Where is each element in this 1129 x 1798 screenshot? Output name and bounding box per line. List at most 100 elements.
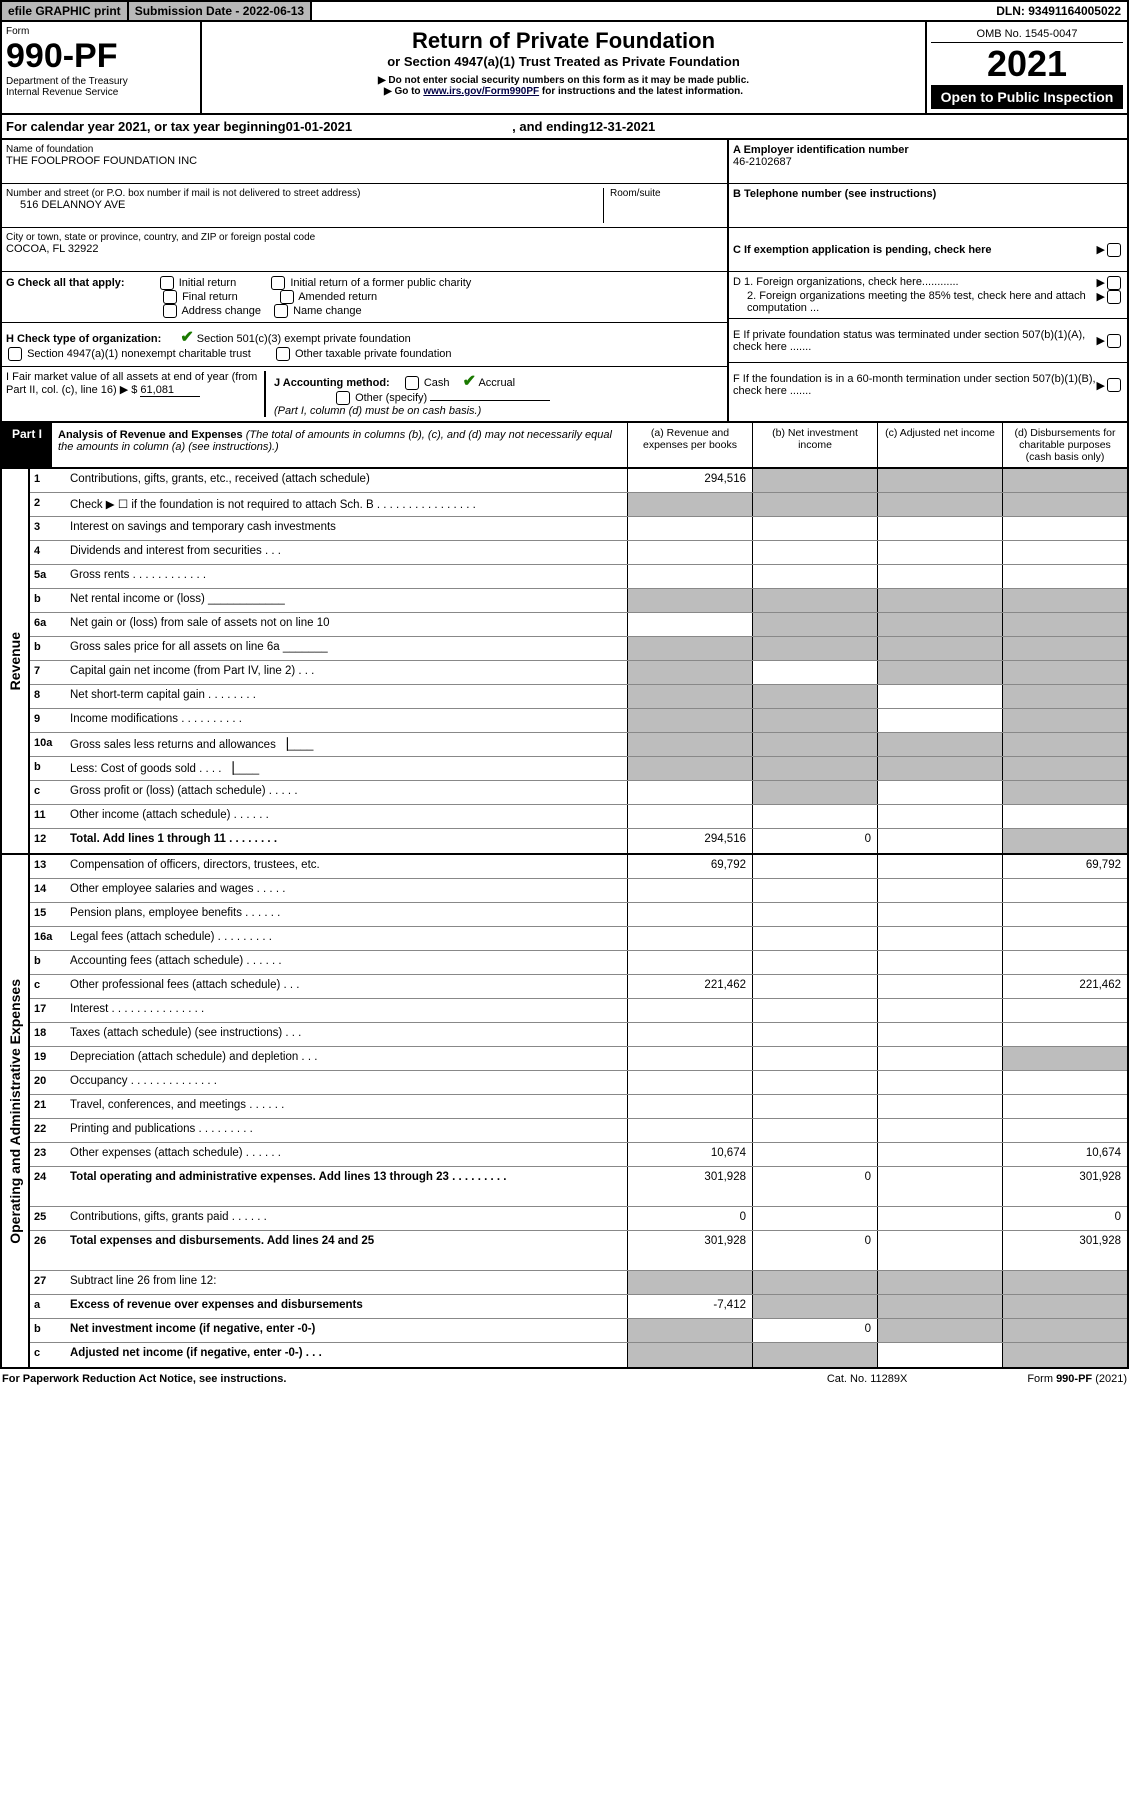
table-row: 6aNet gain or (loss) from sale of assets…	[30, 613, 1127, 637]
line-desc: Gross profit or (loss) (attach schedule)…	[66, 781, 627, 804]
line-desc: Dividends and interest from securities .…	[66, 541, 627, 564]
ein-box: A Employer identification number 46-2102…	[729, 140, 1127, 184]
table-row: 17Interest . . . . . . . . . . . . . . .	[30, 999, 1127, 1023]
line-number: 14	[30, 879, 66, 902]
col-a-cell	[627, 927, 752, 950]
part1-tag: Part I	[2, 423, 52, 467]
line-number: 4	[30, 541, 66, 564]
col-b-cell	[752, 1047, 877, 1070]
col-b-cell: 0	[752, 829, 877, 853]
open-public: Open to Public Inspection	[931, 85, 1123, 109]
col-a-cell: 301,928	[627, 1231, 752, 1270]
checkbox-d1[interactable]	[1107, 276, 1121, 290]
checkbox-other-taxable[interactable]	[276, 347, 290, 361]
col-c-cell	[877, 903, 1002, 926]
line-desc: Other employee salaries and wages . . . …	[66, 879, 627, 902]
col-d-cell	[1002, 1023, 1127, 1046]
line-number: 11	[30, 805, 66, 828]
city-box: City or town, state or province, country…	[2, 228, 727, 272]
col-b-cell	[752, 661, 877, 684]
checkmark-accrual-icon: ✔	[463, 373, 476, 390]
line-number: 15	[30, 903, 66, 926]
checkbox-e[interactable]	[1107, 334, 1121, 348]
col-c-cell	[877, 927, 1002, 950]
line-desc: Accounting fees (attach schedule) . . . …	[66, 951, 627, 974]
line-desc: Less: Cost of goods sold . . . . ▕____	[66, 757, 627, 780]
col-c-cell	[877, 709, 1002, 732]
line-desc: Occupancy . . . . . . . . . . . . . .	[66, 1071, 627, 1094]
col-b-cell	[752, 1343, 877, 1367]
line-desc: Contributions, gifts, grants paid . . . …	[66, 1207, 627, 1230]
col-a-cell: -7,412	[627, 1295, 752, 1318]
col-d-cell	[1002, 927, 1127, 950]
table-row: 21Travel, conferences, and meetings . . …	[30, 1095, 1127, 1119]
checkbox-other-method[interactable]	[336, 391, 350, 405]
col-c-cell	[877, 1119, 1002, 1142]
checkbox-d2[interactable]	[1107, 290, 1121, 304]
line-number: 12	[30, 829, 66, 853]
col-d-cell	[1002, 879, 1127, 902]
checkbox-c[interactable]	[1107, 243, 1121, 257]
col-a-cell	[627, 565, 752, 588]
section-h: H Check type of organization: ✔ Section …	[2, 323, 727, 367]
col-a-cell	[627, 805, 752, 828]
col-d-cell	[1002, 733, 1127, 756]
col-b-cell	[752, 927, 877, 950]
checkbox-final-return[interactable]	[163, 290, 177, 304]
col-c-cell	[877, 637, 1002, 660]
form-title: Return of Private Foundation	[208, 28, 919, 54]
col-d-cell	[1002, 1047, 1127, 1070]
col-b-cell	[752, 637, 877, 660]
checkbox-initial-return[interactable]	[160, 276, 174, 290]
instructions-link[interactable]: www.irs.gov/Form990PF	[423, 86, 539, 97]
checkbox-cash[interactable]	[405, 376, 419, 390]
foundation-street: 516 DELANNOY AVE	[6, 199, 603, 211]
checkbox-4947[interactable]	[8, 347, 22, 361]
checkbox-address-change[interactable]	[163, 304, 177, 318]
line-desc: Interest . . . . . . . . . . . . . . .	[66, 999, 627, 1022]
line-desc: Other professional fees (attach schedule…	[66, 975, 627, 998]
expenses-side-label: Operating and Administrative Expenses	[2, 855, 30, 1367]
table-row: bAccounting fees (attach schedule) . . .…	[30, 951, 1127, 975]
col-b-cell: 0	[752, 1167, 877, 1206]
col-c-cell	[877, 1167, 1002, 1206]
table-row: 14Other employee salaries and wages . . …	[30, 879, 1127, 903]
revenue-table: Revenue 1Contributions, gifts, grants, e…	[0, 469, 1129, 855]
line-desc: Check ▶ ☐ if the foundation is not requi…	[66, 493, 627, 516]
table-row: 10aGross sales less returns and allowanc…	[30, 733, 1127, 757]
col-d-cell	[1002, 541, 1127, 564]
checkbox-name-change[interactable]	[274, 304, 288, 318]
expenses-table: Operating and Administrative Expenses 13…	[0, 855, 1129, 1369]
section-g: G Check all that apply: Initial return I…	[2, 272, 727, 323]
line-number: b	[30, 589, 66, 612]
table-row: 26Total expenses and disbursements. Add …	[30, 1231, 1127, 1271]
footer: For Paperwork Reduction Act Notice, see …	[0, 1369, 1129, 1389]
checkbox-amended[interactable]	[280, 290, 294, 304]
col-b-cell	[752, 951, 877, 974]
col-d-cell	[1002, 613, 1127, 636]
col-d-cell	[1002, 999, 1127, 1022]
checkbox-initial-former[interactable]	[271, 276, 285, 290]
col-a-cell	[627, 757, 752, 780]
note-link: ▶ Go to www.irs.gov/Form990PF for instru…	[208, 86, 919, 97]
col-b-cell	[752, 757, 877, 780]
line-desc: Subtract line 26 from line 12:	[66, 1271, 627, 1294]
col-b-cell	[752, 1207, 877, 1230]
col-a-cell	[627, 781, 752, 804]
col-d-cell: 221,462	[1002, 975, 1127, 998]
col-c-cell	[877, 879, 1002, 902]
col-a-cell	[627, 685, 752, 708]
checkbox-f[interactable]	[1107, 378, 1121, 392]
table-row: 2Check ▶ ☐ if the foundation is not requ…	[30, 493, 1127, 517]
entity-info: Name of foundation THE FOOLPROOF FOUNDAT…	[0, 140, 1129, 423]
table-row: bGross sales price for all assets on lin…	[30, 637, 1127, 661]
line-number: 9	[30, 709, 66, 732]
phone-box: B Telephone number (see instructions)	[729, 184, 1127, 228]
col-c-cell	[877, 855, 1002, 878]
fmv-value: 61,081	[140, 384, 200, 397]
line-desc: Total. Add lines 1 through 11 . . . . . …	[66, 829, 627, 853]
col-d-cell: 69,792	[1002, 855, 1127, 878]
col-a-cell	[627, 1271, 752, 1294]
col-c-cell	[877, 589, 1002, 612]
col-c-cell	[877, 541, 1002, 564]
